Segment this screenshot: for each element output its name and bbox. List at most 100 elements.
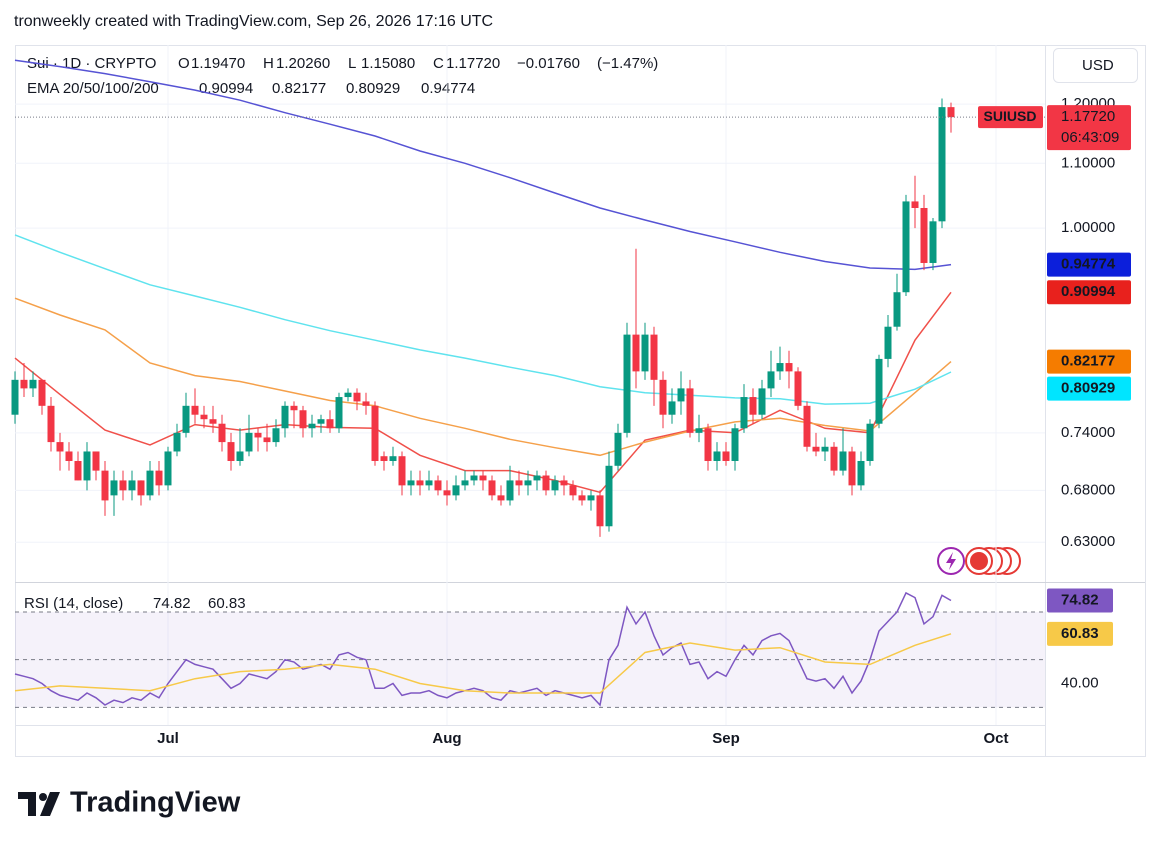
- candle-body: [722, 451, 730, 461]
- candle-body: [191, 405, 199, 415]
- ema-tag: 0.80929: [1061, 380, 1115, 397]
- candle-body: [740, 397, 748, 429]
- change-pct: (−1.47%): [597, 55, 658, 72]
- candle-body: [470, 475, 478, 481]
- candle-body: [308, 423, 316, 429]
- candle-body: [785, 363, 793, 372]
- candle-body: [497, 495, 505, 501]
- candle-body: [677, 388, 685, 402]
- rsi-tick-label: 40.00: [1061, 674, 1099, 691]
- candle-body: [938, 107, 946, 222]
- last-price-tag-bg: [1047, 105, 1131, 151]
- candle-body: [551, 480, 559, 491]
- candle-body: [227, 442, 235, 461]
- ohlc-value: 1.19470: [191, 55, 245, 72]
- ohlc-key: C: [433, 55, 444, 72]
- candle-body: [119, 480, 127, 491]
- candle-body: [947, 107, 955, 118]
- ema-tag-bg: [1047, 252, 1131, 277]
- candle-body: [326, 419, 334, 429]
- candle-body: [686, 388, 694, 433]
- candle-body: [884, 326, 892, 359]
- candle-body: [101, 470, 109, 501]
- candle-body: [245, 432, 253, 452]
- x-tick-label: Jul: [157, 730, 179, 747]
- candle-body: [893, 292, 901, 327]
- candle-body: [659, 379, 667, 415]
- currency[interactable]: USD: [1082, 57, 1114, 74]
- ohlc-value: 1.20260: [276, 55, 330, 72]
- symbol-tag: SUIUSD: [984, 108, 1037, 124]
- candle-body: [110, 480, 118, 496]
- candle-body: [443, 490, 451, 496]
- candle-body: [839, 451, 847, 471]
- candle-body: [614, 432, 622, 466]
- candle-body: [353, 392, 361, 402]
- ema-line: [14, 297, 952, 457]
- candle-body: [83, 451, 91, 481]
- candle-body: [704, 428, 712, 461]
- candle-body: [173, 432, 181, 452]
- currency-button[interactable]: [1053, 48, 1138, 83]
- candle-body: [164, 451, 172, 486]
- candle-body: [452, 485, 460, 496]
- candle-body: [569, 485, 577, 496]
- ema-value: 0.90994: [199, 80, 253, 97]
- candle-body: [623, 334, 631, 433]
- candle-body: [641, 334, 649, 372]
- candle-body: [20, 379, 28, 389]
- candle-body: [749, 397, 757, 415]
- candle-body: [776, 363, 784, 372]
- candle-body: [506, 480, 514, 501]
- y-tick-label: 0.63000: [1061, 533, 1115, 550]
- rsi-tag-bg: [1047, 621, 1113, 646]
- candle-body: [128, 480, 136, 491]
- candle-body: [218, 423, 226, 443]
- candle-body: [812, 446, 820, 452]
- candle-body: [758, 388, 766, 415]
- symbol-tag-bg: [978, 106, 1043, 129]
- candle-body: [488, 480, 496, 496]
- y-tick-label: 1.10000: [1061, 154, 1115, 171]
- rsi-tag-bg: [1047, 588, 1113, 613]
- ema-tag: 0.90994: [1061, 283, 1116, 300]
- candle-body: [857, 460, 865, 486]
- ema-tag-bg: [1047, 376, 1131, 401]
- candle-body: [47, 405, 55, 443]
- candle-body: [479, 475, 487, 481]
- rsi-legend-value: 74.82: [153, 595, 191, 612]
- candle-body: [389, 456, 397, 461]
- candle-body: [380, 456, 388, 461]
- candle-body: [38, 379, 46, 406]
- candle-body: [866, 423, 874, 461]
- y-tick-label: 0.68000: [1061, 481, 1115, 498]
- candle-body: [578, 495, 586, 501]
- candle-body: [920, 207, 928, 263]
- candle-body: [200, 414, 208, 420]
- candle-body: [254, 432, 262, 438]
- candle-body: [317, 419, 325, 424]
- rsi-legend-value: 60.83: [208, 595, 246, 612]
- candle-body: [416, 480, 424, 486]
- candle-body: [182, 405, 190, 433]
- brand: TradingView: [70, 787, 241, 819]
- ema-tag: 0.82177: [1061, 353, 1115, 370]
- candle-body: [830, 446, 838, 471]
- candle-body: [398, 456, 406, 486]
- attribution: tronweekly created with TradingView.com,…: [14, 13, 493, 30]
- candle-body: [425, 480, 433, 486]
- candle-body: [290, 405, 298, 411]
- ema-tag-bg: [1047, 280, 1131, 305]
- candle-body: [731, 428, 739, 461]
- logo-part: [18, 792, 36, 816]
- candle-body: [209, 419, 217, 424]
- x-tick-label: Oct: [983, 730, 1008, 747]
- candle-body: [236, 451, 244, 461]
- candle-body: [632, 334, 640, 372]
- candle-body: [362, 401, 370, 406]
- candle-body: [929, 221, 937, 263]
- candle-body: [92, 451, 100, 471]
- ema-value: 0.82177: [272, 80, 326, 97]
